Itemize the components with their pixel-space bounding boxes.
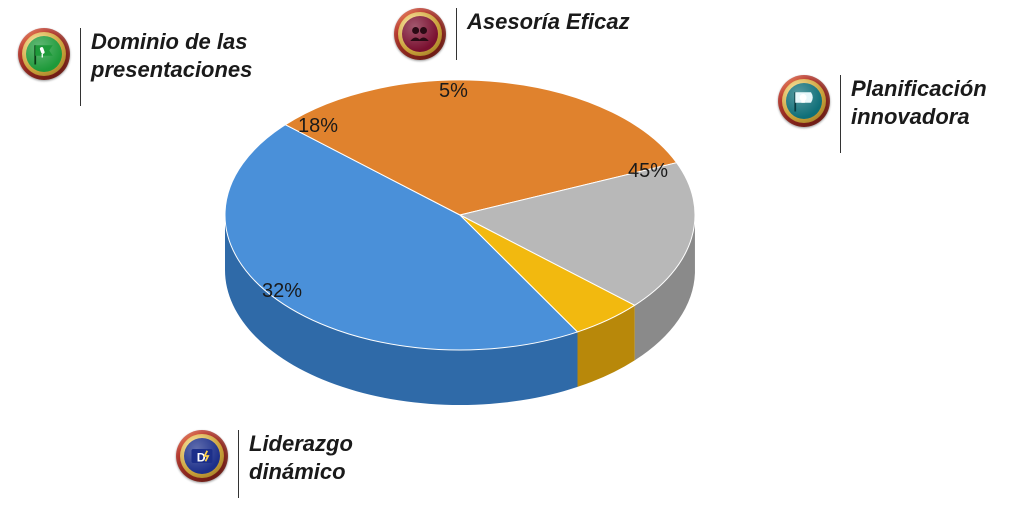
mic-flag-icon	[30, 40, 58, 68]
pct-label-planificacion: 45%	[628, 160, 668, 183]
badge-dominio	[18, 28, 70, 80]
legend-item-dominio: Dominio de las presentaciones	[18, 28, 252, 106]
chart-stage: 45% 32% 18% 5% Planificación innovadora D L…	[0, 0, 1024, 508]
legend-label-planificacion: Planificación innovadora	[851, 75, 987, 130]
legend-divider	[238, 430, 239, 498]
legend-item-asesoria: Asesoría Eficaz	[394, 8, 630, 60]
legend-label-liderazgo: Liderazgo dinámico	[249, 430, 353, 485]
bulb-flag-icon	[790, 87, 818, 115]
legend-item-liderazgo: D Liderazgo dinámico	[176, 430, 353, 498]
legend-item-planificacion: Planificación innovadora	[778, 75, 987, 153]
pct-label-dominio: 18%	[298, 115, 338, 138]
pct-label-asesoria: 5%	[439, 80, 468, 103]
D-bolt-icon: D	[188, 442, 216, 470]
badge-liderazgo: D	[176, 430, 228, 482]
legend-label-asesoria: Asesoría Eficaz	[467, 8, 630, 36]
badge-planificacion	[778, 75, 830, 127]
legend-divider	[840, 75, 841, 153]
group-icon	[406, 20, 434, 48]
svg-text:D: D	[197, 450, 206, 464]
legend-label-dominio: Dominio de las presentaciones	[91, 28, 252, 83]
legend-divider	[80, 28, 81, 106]
legend-divider	[456, 8, 457, 60]
badge-asesoria	[394, 8, 446, 60]
pct-label-liderazgo: 32%	[262, 280, 302, 303]
